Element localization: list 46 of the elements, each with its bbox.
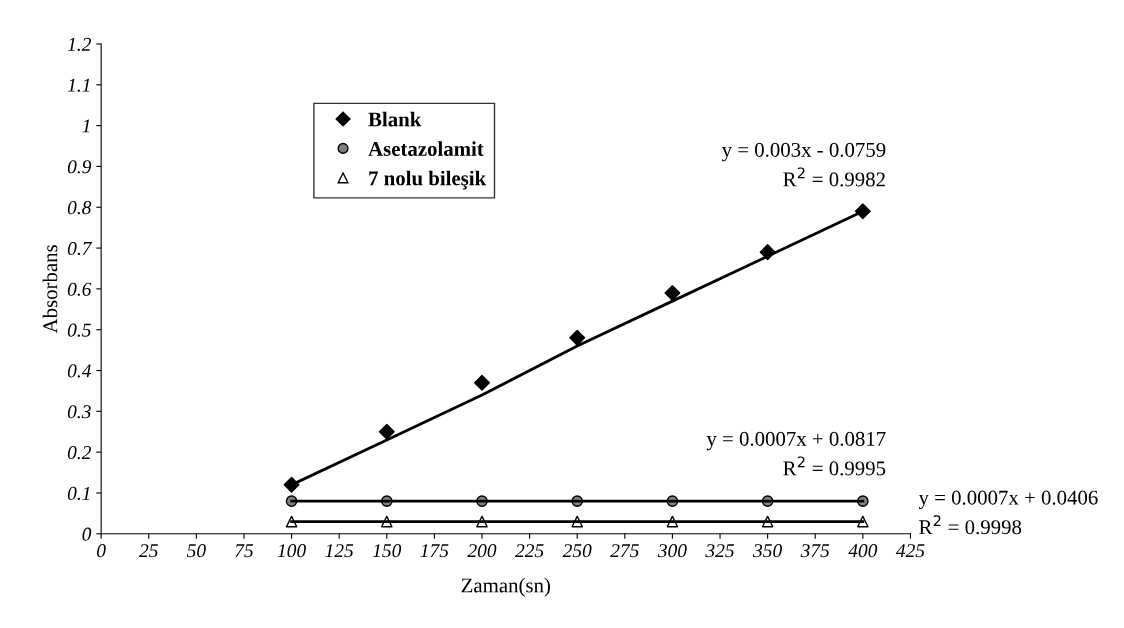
y-tick-label: 0.3	[67, 405, 91, 419]
x-tick-label: 425	[895, 544, 925, 558]
annotation: y = 0.003x - 0.0759	[721, 142, 886, 162]
text: R$^{2}$ = 0.9998	[919, 515, 1022, 535]
x-tick-label: 350	[753, 544, 782, 558]
annotation: R$^{2}$ = 0.9995	[783, 456, 886, 476]
y-tick-label: 0.2	[67, 445, 92, 460]
x-tick-label: 0	[97, 544, 106, 558]
y-tick-label: 0.1	[67, 486, 90, 500]
point	[378, 423, 395, 440]
x-tick-label: 150	[372, 544, 402, 558]
legend-label: Blank	[368, 111, 422, 127]
x-tick-label: 375	[800, 544, 830, 558]
y-tick-label: 1.2	[67, 37, 92, 51]
x-tick-label: 125	[325, 544, 354, 558]
y-tick-label: 0	[82, 527, 92, 541]
x-tick-label: 25	[139, 544, 158, 558]
x-tick-label: 225	[515, 544, 544, 558]
y-axis-title: Absorbans	[42, 245, 58, 334]
point	[474, 374, 490, 391]
y-tick-label: 1	[82, 119, 90, 133]
text: y = 0.0007x + 0.0406	[918, 490, 1098, 509]
y-tick-label: 0.7	[67, 241, 93, 256]
y-tick-label: 0.8	[67, 201, 92, 215]
x-tick-label: 100	[277, 544, 306, 558]
y-tick-label: 1.1	[67, 78, 90, 92]
x-tick-label: 300	[657, 544, 687, 558]
point	[569, 329, 586, 346]
x-tick-label: 50	[186, 544, 206, 558]
x-tick-label: 175	[420, 544, 449, 558]
x-tick-label: 275	[610, 544, 639, 558]
x-tick-label: 325	[705, 544, 735, 558]
y-tick-label: 0.5	[67, 323, 91, 337]
annotation: y = 0.0007x + 0.0817	[706, 431, 886, 451]
y-tick-label: 0.9	[67, 160, 92, 174]
x-axis-title: Zaman(sn)	[461, 577, 550, 597]
y-tick-label: 0.6	[67, 282, 92, 296]
x-tick-label: 400	[848, 544, 878, 558]
annotation: R$^{2}$ = 0.9982	[783, 167, 885, 187]
legend-label: 7 nolu bileşik	[369, 170, 487, 190]
y-tick-label: 0.4	[67, 364, 91, 378]
x-tick-label: 75	[235, 544, 254, 558]
x-tick-label: 250	[562, 544, 592, 558]
x-tick-label: 200	[467, 544, 497, 558]
legend-label: Asetazolamit	[368, 141, 484, 156]
point	[664, 284, 681, 301]
